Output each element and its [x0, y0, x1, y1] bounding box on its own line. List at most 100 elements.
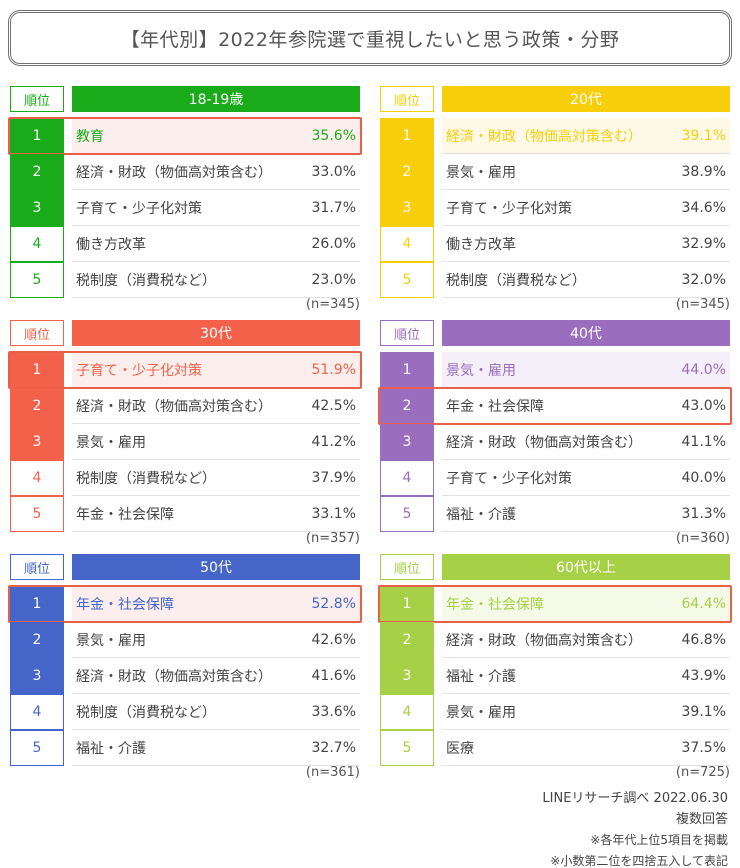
policy-percentage: 33.6% [311, 703, 356, 720]
policy-percentage: 43.0% [681, 397, 726, 414]
policy-item: 福祉・介護 43.9% [442, 658, 730, 694]
rank-header: 順位 [10, 86, 64, 112]
footer: LINEリサーチ調べ 2022.06.30 複数回答 ※各年代上位5項目を掲載 … [542, 788, 728, 868]
policy-label: 働き方改革 [76, 236, 146, 253]
rank-header: 順位 [380, 86, 434, 112]
policy-item: 経済・財政（物価高対策含む） 41.6% [72, 658, 360, 694]
age-group-header: 40代 [442, 320, 730, 346]
rank-number: 5 [10, 730, 64, 766]
rank-number: 3 [10, 658, 64, 694]
rank-number: 4 [10, 226, 64, 262]
sample-size: (n=357) [305, 531, 360, 546]
rank-number: 3 [10, 424, 64, 460]
policy-item: 経済・財政（物価高対策含む） 41.1% [442, 424, 730, 460]
policy-label: 子育て・少子化対策 [446, 200, 572, 217]
sample-size: (n=360) [675, 531, 730, 546]
rank-number: 4 [380, 460, 434, 496]
rank-number: 3 [380, 658, 434, 694]
source-note: LINEリサーチ調べ 2022.06.30 [542, 791, 728, 806]
policy-label: 子育て・少子化対策 [76, 362, 202, 379]
rank-number: 2 [10, 622, 64, 658]
policy-percentage: 44.0% [681, 361, 726, 378]
policy-label: 子育て・少子化対策 [446, 470, 572, 487]
policy-item: 年金・社会保障 64.4% [442, 586, 730, 622]
rank-header: 順位 [380, 320, 434, 346]
policy-label: 経済・財政（物価高対策含む） [76, 164, 272, 181]
policy-percentage: 26.0% [311, 235, 356, 252]
rank-number: 1 [380, 352, 434, 388]
policy-item: 医療 37.5% [442, 730, 730, 766]
rank-number: 1 [10, 118, 64, 154]
age-group-header: 20代 [442, 86, 730, 112]
ranking-row: 1 教育 35.6% [10, 118, 360, 154]
policy-label: 景気・雇用 [76, 434, 146, 451]
ranking-row: 4 働き方改革 26.0% [10, 226, 360, 262]
policy-percentage: 32.7% [311, 739, 356, 756]
ranking-row: 1 子育て・少子化対策 51.9% [10, 352, 360, 388]
sample-size: (n=361) [305, 765, 360, 780]
policy-item: 教育 35.6% [72, 118, 360, 154]
policy-label: 年金・社会保障 [76, 506, 174, 523]
ranking-row: 5 福祉・介護 32.7% [10, 730, 360, 766]
age-group-header: 18-19歳 [72, 86, 360, 112]
ranking-row: 1 年金・社会保障 64.4% [380, 586, 730, 622]
ranking-row: 1 景気・雇用 44.0% [380, 352, 730, 388]
ranking-panel: 順位 50代 1 年金・社会保障 52.8% 2 景気・雇用 42.6% 3 経済・財政（物価高対… [8, 554, 362, 780]
policy-item: 働き方改革 26.0% [72, 226, 360, 262]
policy-percentage: 41.1% [681, 433, 726, 450]
policy-percentage: 37.9% [311, 469, 356, 486]
rank-number: 5 [380, 496, 434, 532]
ranking-row: 5 医療 37.5% [380, 730, 730, 766]
ranking-row: 1 経済・財政（物価高対策含む） 39.1% [380, 118, 730, 154]
ranking-row: 2 経済・財政（物価高対策含む） 33.0% [10, 154, 360, 190]
policy-label: 景気・雇用 [76, 632, 146, 649]
policy-label: 働き方改革 [446, 236, 516, 253]
ranking-row: 3 子育て・少子化対策 34.6% [380, 190, 730, 226]
policy-item: 経済・財政（物価高対策含む） 46.8% [442, 622, 730, 658]
policy-item: 働き方改革 32.9% [442, 226, 730, 262]
policy-percentage: 38.9% [681, 163, 726, 180]
policy-percentage: 43.9% [681, 667, 726, 684]
policy-item: 年金・社会保障 33.1% [72, 496, 360, 532]
rank-number: 3 [380, 190, 434, 226]
rank-number: 2 [10, 388, 64, 424]
rank-number: 1 [380, 118, 434, 154]
rank-number: 5 [10, 496, 64, 532]
policy-percentage: 40.0% [681, 469, 726, 486]
ranking-row: 5 年金・社会保障 33.1% [10, 496, 360, 532]
policy-percentage: 35.6% [311, 127, 356, 144]
ranking-row: 2 景気・雇用 42.6% [10, 622, 360, 658]
rank-number: 4 [380, 226, 434, 262]
ranking-panel: 順位 20代 1 経済・財政（物価高対策含む） 39.1% 2 景気・雇用 38.9% 3 子育て… [380, 86, 730, 312]
rank-number: 3 [380, 424, 434, 460]
policy-percentage: 32.0% [681, 271, 726, 288]
answer-type-note: 複数回答 [675, 812, 728, 827]
chart-title: 【年代別】2022年参院選で重視したいと思う政策・分野 [8, 10, 732, 66]
ranking-row: 5 税制度（消費税など） 32.0% [380, 262, 730, 298]
policy-label: 年金・社会保障 [76, 596, 174, 613]
sample-size: (n=725) [675, 765, 730, 780]
rank-number: 1 [10, 586, 64, 622]
age-group-header: 50代 [72, 554, 360, 580]
policy-item: 子育て・少子化対策 34.6% [442, 190, 730, 226]
ranking-row: 5 税制度（消費税など） 23.0% [10, 262, 360, 298]
policy-item: 税制度（消費税など） 37.9% [72, 460, 360, 496]
rank-number: 2 [10, 154, 64, 190]
rank-number: 4 [10, 694, 64, 730]
policy-label: 税制度（消費税など） [76, 470, 216, 487]
ranking-row: 4 税制度（消費税など） 37.9% [10, 460, 360, 496]
policy-label: 福祉・介護 [446, 506, 516, 523]
policy-label: 景気・雇用 [446, 164, 516, 181]
rank-number: 4 [10, 460, 64, 496]
policy-percentage: 51.9% [311, 361, 356, 378]
policy-label: 福祉・介護 [76, 740, 146, 757]
policy-label: 経済・財政（物価高対策含む） [446, 128, 642, 145]
ranking-panel: 順位 40代 1 景気・雇用 44.0% 2 年金・社会保障 43.0% 3 経済・財政（物価高対… [378, 320, 732, 546]
policy-item: 景気・雇用 44.0% [442, 352, 730, 388]
ranking-row: 4 税制度（消費税など） 33.6% [10, 694, 360, 730]
policy-label: 経済・財政（物価高対策含む） [76, 398, 272, 415]
policy-label: 年金・社会保障 [446, 398, 544, 415]
ranking-row: 3 福祉・介護 43.9% [380, 658, 730, 694]
footnote-top5: ※各年代上位5項目を掲載 [590, 833, 728, 847]
policy-label: 経済・財政（物価高対策含む） [446, 434, 642, 451]
